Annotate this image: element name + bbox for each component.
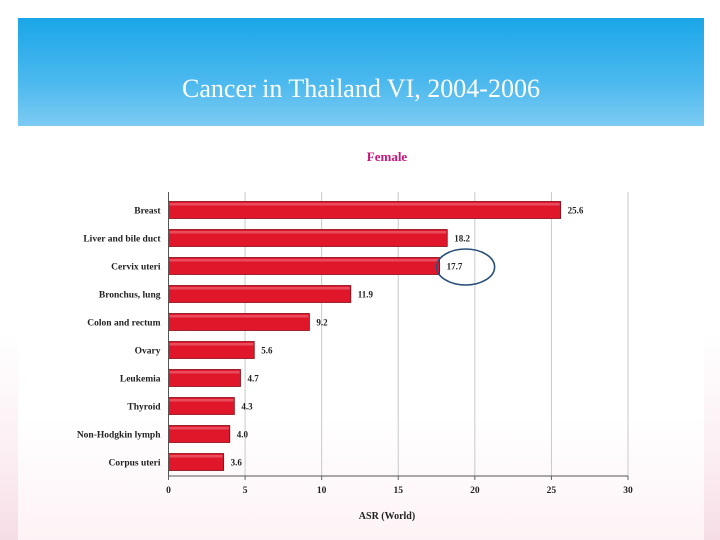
category-label: Corpus uteri xyxy=(109,459,161,469)
bar-highlight xyxy=(169,343,254,346)
tick-label: 0 xyxy=(166,486,171,496)
x-axis xyxy=(168,192,629,480)
category-label: Cervix uteri xyxy=(111,263,161,273)
bar-highlight xyxy=(169,455,223,458)
bar-highlight xyxy=(169,203,560,206)
category-label: Ovary xyxy=(135,347,161,357)
value-label: 18.2 xyxy=(454,234,470,244)
tick-label: 25 xyxy=(547,486,557,496)
bar-chart: Female Breast Liver and bile duct Cervix u… xyxy=(77,149,633,522)
category-label: Colon and rectum xyxy=(87,319,160,329)
highlight-circle xyxy=(435,248,496,286)
value-label: 4.0 xyxy=(237,430,249,440)
bar-highlight xyxy=(169,231,447,234)
category-labels: Breast Liver and bile duct Cervix uteri Bro… xyxy=(77,207,162,469)
bar-highlight xyxy=(169,427,229,430)
chart-panel: Female Breast Liver and bile duct Cervix u… xyxy=(18,126,704,540)
bar-highlight xyxy=(169,399,234,402)
value-label: 3.6 xyxy=(231,458,243,468)
value-label: 4.7 xyxy=(247,374,259,384)
bar-highlight xyxy=(169,371,240,374)
value-label: 4.3 xyxy=(241,402,253,412)
bars xyxy=(168,201,562,471)
value-label: 11.9 xyxy=(358,290,374,300)
category-label: Bronchus, lung xyxy=(99,291,161,301)
value-label: 5.6 xyxy=(261,346,273,356)
tick-label: 15 xyxy=(394,486,404,496)
value-labels: 25.6 18.2 17.7 11.9 9.2 5.6 4.7 4.3 4.0 3.6 xyxy=(231,206,584,468)
category-label: Non-Hodgkin lymph xyxy=(77,431,161,441)
tick-label: 5 xyxy=(243,486,248,496)
bar-highlight xyxy=(169,259,439,262)
chart-title: Female xyxy=(367,149,408,164)
x-axis-title: ASR (World) xyxy=(359,511,415,522)
bar-highlight xyxy=(169,287,350,290)
title-banner: Cancer in Thailand VI, 2004-2006 xyxy=(18,18,704,126)
category-label: Thyroid xyxy=(127,403,161,413)
value-label: 25.6 xyxy=(568,206,584,216)
value-label: 17.7 xyxy=(447,262,463,272)
category-label: Leukemia xyxy=(120,375,161,385)
slide-title: Cancer in Thailand VI, 2004-2006 xyxy=(182,74,540,103)
bar-highlight xyxy=(169,315,309,318)
category-label: Liver and bile duct xyxy=(83,235,161,245)
tick-label: 10 xyxy=(317,486,327,496)
tick-labels: 0 5 10 15 20 25 30 xyxy=(166,486,633,496)
value-label: 9.2 xyxy=(316,318,328,328)
tick-label: 30 xyxy=(623,486,633,496)
category-label: Breast xyxy=(134,207,161,217)
tick-label: 20 xyxy=(470,486,480,496)
